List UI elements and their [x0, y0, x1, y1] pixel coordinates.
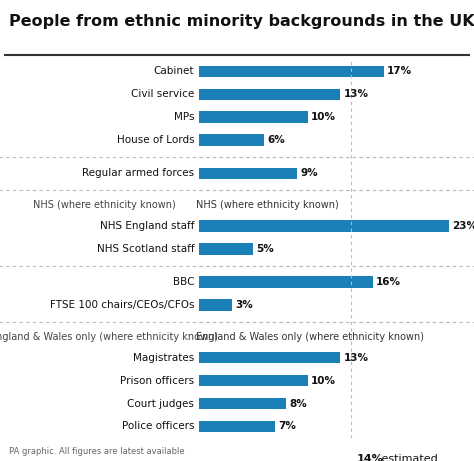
- FancyBboxPatch shape: [199, 299, 232, 311]
- FancyBboxPatch shape: [199, 398, 286, 409]
- FancyBboxPatch shape: [199, 375, 308, 386]
- Text: House of Lords: House of Lords: [117, 135, 194, 145]
- Text: 6%: 6%: [267, 135, 285, 145]
- Text: 13%: 13%: [344, 353, 369, 363]
- FancyBboxPatch shape: [199, 89, 340, 100]
- Text: Civil service: Civil service: [131, 89, 194, 99]
- FancyBboxPatch shape: [199, 65, 384, 77]
- FancyBboxPatch shape: [199, 135, 264, 146]
- Text: estimated
non-white
UK population: estimated non-white UK population: [378, 454, 456, 461]
- FancyBboxPatch shape: [199, 277, 373, 288]
- FancyBboxPatch shape: [199, 112, 308, 123]
- Text: NHS (where ethnicity known): NHS (where ethnicity known): [33, 200, 176, 210]
- Text: 13%: 13%: [344, 89, 369, 99]
- FancyBboxPatch shape: [199, 421, 275, 432]
- Text: FTSE 100 chairs/CEOs/CFOs: FTSE 100 chairs/CEOs/CFOs: [50, 300, 194, 310]
- FancyBboxPatch shape: [199, 168, 297, 179]
- Text: People from ethnic minority backgrounds in the UK: People from ethnic minority backgrounds …: [9, 14, 474, 29]
- Text: Police officers: Police officers: [122, 421, 194, 431]
- Text: Cabinet: Cabinet: [154, 66, 194, 77]
- Text: 10%: 10%: [311, 376, 336, 386]
- Text: 14%: 14%: [356, 454, 383, 461]
- FancyBboxPatch shape: [199, 352, 340, 363]
- Text: 9%: 9%: [300, 168, 318, 178]
- Text: NHS Scotland staff: NHS Scotland staff: [97, 244, 194, 254]
- Text: England & Wales only (where ethnicity known): England & Wales only (where ethnicity kn…: [196, 331, 424, 342]
- Text: 10%: 10%: [311, 112, 336, 122]
- Text: PA graphic. All figures are latest available: PA graphic. All figures are latest avail…: [9, 447, 185, 456]
- Text: BBC: BBC: [173, 277, 194, 287]
- Text: Court judges: Court judges: [128, 399, 194, 408]
- Text: 17%: 17%: [387, 66, 412, 77]
- Text: 7%: 7%: [278, 421, 296, 431]
- Text: NHS England staff: NHS England staff: [100, 221, 194, 231]
- Text: Magistrates: Magistrates: [133, 353, 194, 363]
- Text: Prison officers: Prison officers: [120, 376, 194, 386]
- Text: MPs: MPs: [174, 112, 194, 122]
- Text: England & Wales only (where ethnicity known): England & Wales only (where ethnicity kn…: [0, 331, 219, 342]
- Text: 8%: 8%: [289, 399, 307, 408]
- FancyBboxPatch shape: [199, 243, 254, 254]
- Text: 23%: 23%: [452, 221, 474, 231]
- Text: NHS (where ethnicity known): NHS (where ethnicity known): [196, 200, 339, 210]
- Text: 3%: 3%: [235, 300, 253, 310]
- Text: 5%: 5%: [256, 244, 274, 254]
- Text: 16%: 16%: [376, 277, 401, 287]
- Text: Regular armed forces: Regular armed forces: [82, 168, 194, 178]
- FancyBboxPatch shape: [199, 220, 449, 232]
